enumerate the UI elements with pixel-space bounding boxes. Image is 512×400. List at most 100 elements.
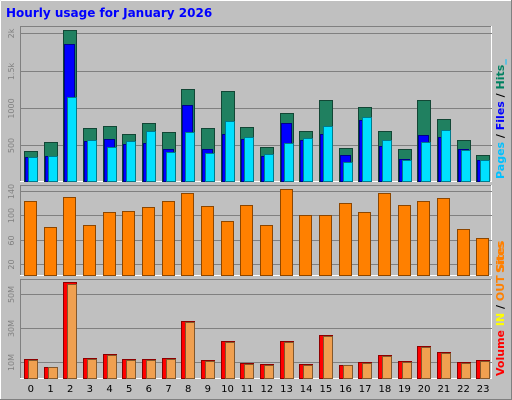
- legend-entry: IN: [494, 313, 507, 326]
- bar-sites: [398, 205, 411, 276]
- bar-sites: [162, 201, 175, 276]
- bar-sites: [476, 238, 489, 276]
- x-tick-label: 4: [106, 384, 112, 395]
- x-tick-label: 12: [260, 384, 273, 395]
- bar-sites: [339, 203, 352, 276]
- bar-pages: [126, 141, 136, 182]
- bar-sites: [260, 225, 273, 276]
- x-tick-label: 23: [477, 384, 490, 395]
- x-tick-label: 5: [126, 384, 132, 395]
- chart-title: Hourly usage for January 2026: [6, 6, 212, 20]
- bar-pages: [166, 152, 176, 182]
- bar-out: [146, 360, 156, 379]
- bar-out: [166, 359, 176, 379]
- bar-pages: [28, 157, 38, 182]
- y-tick-label: 500: [7, 138, 16, 153]
- bar-out: [441, 353, 451, 379]
- bar-out: [126, 360, 136, 379]
- panel-3: 10M 30M 50M Volume IN / OUT Sites: [7, 240, 507, 379]
- bar-sites: [378, 193, 391, 276]
- bar-sites: [417, 201, 430, 276]
- plot-area: [20, 185, 492, 276]
- panel-1: 500 1000 1.5k 2k Pages / Files / Hits_: [7, 26, 507, 182]
- x-tick-label: 21: [437, 384, 450, 395]
- panel-legend: Sites: [494, 242, 507, 273]
- bar-sites: [63, 197, 76, 276]
- y-tick-label: 1.5k: [7, 62, 16, 80]
- legend-entry: Sites: [494, 240, 507, 271]
- bar-pages: [67, 97, 77, 182]
- bar-pages: [343, 162, 353, 182]
- bar-pages: [402, 160, 412, 182]
- bar-sites: [299, 215, 312, 276]
- bar-pages: [146, 131, 156, 182]
- legend-entry: /: [494, 89, 507, 101]
- y-tick-label: 20: [7, 259, 16, 269]
- y-tick-label: 10M: [7, 354, 16, 371]
- bar-out: [87, 359, 97, 379]
- bar-out: [225, 342, 235, 379]
- bar-sites: [221, 221, 234, 276]
- legend-entry: _: [494, 59, 507, 65]
- bar-sites: [24, 201, 37, 276]
- bar-out: [244, 364, 254, 379]
- bar-sites: [142, 207, 155, 276]
- x-tick-label: 14: [300, 384, 313, 395]
- y-tick-label: 1000: [7, 98, 16, 118]
- x-tick-label: 18: [378, 384, 391, 395]
- legend-entry: OUT: [494, 275, 507, 301]
- bar-pages: [284, 143, 294, 182]
- legend-entry: Hits: [494, 64, 507, 89]
- bar-out: [323, 336, 333, 379]
- bar-sites: [201, 206, 214, 276]
- legend-entry: Files: [494, 101, 507, 131]
- bar-sites: [319, 215, 332, 276]
- y-tick-label: 60: [7, 235, 16, 245]
- bar-sites: [44, 227, 57, 276]
- y-tick-label: 2k: [7, 28, 16, 38]
- legend-entry: Sites: [494, 242, 507, 273]
- bar-sites: [103, 212, 116, 276]
- bar-out: [480, 361, 490, 379]
- x-tick-label: 15: [319, 384, 332, 395]
- bar-pages: [107, 147, 117, 182]
- x-tick-label: 6: [146, 384, 152, 395]
- panel-legend: Pages / Files / Hits_: [494, 59, 507, 179]
- bar-out: [303, 365, 313, 379]
- panel-legend: Volume IN / OUT Sites: [494, 240, 507, 376]
- bar-pages: [205, 153, 215, 182]
- x-tick-label: 10: [221, 384, 234, 395]
- bar-out: [107, 355, 117, 379]
- bar-out: [343, 365, 353, 379]
- y-tick-label: 100: [7, 208, 16, 223]
- bar-pages: [48, 156, 58, 182]
- x-tick-label: 1: [47, 384, 53, 395]
- bar-pages: [225, 121, 235, 182]
- bar-out: [264, 365, 274, 379]
- x-tick-label: 2: [67, 384, 73, 395]
- bar-pages: [323, 126, 333, 182]
- x-tick-label: 7: [165, 384, 171, 395]
- bar-pages: [303, 138, 313, 182]
- bar-out: [48, 367, 58, 379]
- panel-2: 20 60 100 140 Sites: [7, 184, 507, 276]
- x-tick-label: 17: [359, 384, 372, 395]
- y-tick-label: 30M: [7, 320, 16, 337]
- legend-entry: Volume: [494, 330, 507, 376]
- y-tick-label: 140: [7, 184, 16, 199]
- legend-entry: Pages: [494, 141, 507, 179]
- bar-sites: [83, 225, 96, 276]
- plot-area: [20, 26, 492, 182]
- bar-out: [402, 362, 412, 379]
- x-tick-label: 11: [241, 384, 254, 395]
- y-tick-label: 50M: [7, 286, 16, 303]
- x-tick-label: 20: [418, 384, 431, 395]
- x-tick-label: 3: [87, 384, 93, 395]
- bar-pages: [382, 140, 392, 182]
- bar-out: [28, 360, 38, 379]
- x-tick-label: 0: [28, 384, 34, 395]
- bar-out: [382, 356, 392, 379]
- bar-pages: [461, 150, 471, 182]
